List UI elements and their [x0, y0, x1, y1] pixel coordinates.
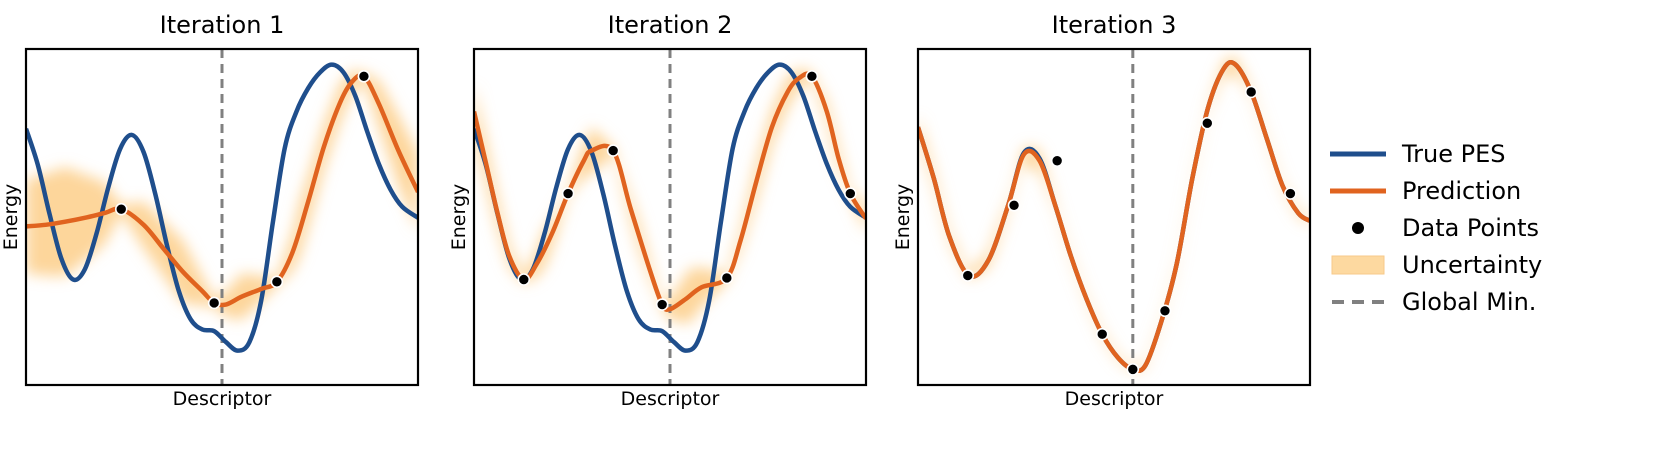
- data-point: [1095, 327, 1109, 341]
- x-axis-label: Descriptor: [173, 388, 272, 410]
- plot-area: [26, 49, 418, 385]
- data-point: [1244, 85, 1258, 99]
- true-pes-line: [918, 60, 1310, 374]
- data-point: [1158, 304, 1172, 318]
- data-point: [114, 202, 128, 216]
- prediction-line: [26, 72, 418, 308]
- data-point: [1284, 187, 1297, 200]
- legend-swatch: [1331, 255, 1385, 275]
- panel-title: Iteration 1: [160, 11, 285, 39]
- data-point: [517, 273, 531, 286]
- data-point: [720, 271, 734, 285]
- y-axis-label: Energy: [448, 184, 470, 251]
- legend-item: Global Min.: [1332, 288, 1536, 316]
- legend-item: Prediction: [1330, 177, 1521, 205]
- legend-item: True PES: [1330, 140, 1505, 168]
- data-point: [357, 70, 371, 83]
- panel-title: Iteration 3: [1052, 11, 1177, 39]
- legend-label: Global Min.: [1402, 288, 1536, 316]
- data-point: [1007, 198, 1021, 212]
- panel-iteration-3: Iteration 3 Descriptor Energy: [892, 11, 1312, 410]
- uncertainty-band: [918, 56, 1310, 372]
- data-point: [844, 187, 857, 200]
- prediction-line: [918, 60, 1310, 374]
- data-point: [655, 298, 669, 311]
- panel-title: Iteration 2: [608, 11, 733, 39]
- legend-label: Data Points: [1402, 214, 1539, 242]
- plot-area: [474, 49, 866, 385]
- panel-iteration-2: Iteration 2 Descriptor Energy: [448, 11, 868, 410]
- y-axis-label: Energy: [0, 184, 22, 251]
- legend-swatch: [1352, 222, 1364, 234]
- axes-frame: [24, 47, 420, 387]
- data-point: [805, 70, 819, 83]
- plot-area: [918, 49, 1310, 385]
- y-axis-label: Energy: [892, 184, 914, 251]
- axes-frame: [472, 47, 868, 387]
- panel-iteration-1: Iteration 1 Descriptor Energy: [0, 11, 420, 410]
- legend-label: Prediction: [1402, 177, 1521, 205]
- data-point: [207, 296, 221, 310]
- x-axis-label: Descriptor: [621, 388, 720, 410]
- data-point: [606, 144, 620, 157]
- legend-item: Data Points: [1352, 214, 1539, 242]
- legend-label: Uncertainty: [1402, 251, 1542, 279]
- data-point: [961, 269, 975, 282]
- data-point: [270, 275, 284, 289]
- data-point: [1200, 116, 1214, 130]
- data-point: [1126, 363, 1140, 376]
- data-point: [561, 187, 575, 200]
- legend-label: True PES: [1401, 140, 1505, 168]
- true-pes-line: [26, 62, 418, 353]
- legend-item: Uncertainty: [1331, 251, 1542, 279]
- x-axis-label: Descriptor: [1065, 388, 1164, 410]
- data-point: [1050, 154, 1064, 168]
- axes-frame: [916, 47, 1312, 387]
- legend: True PES Prediction Data Points Uncertainty…: [1330, 140, 1542, 316]
